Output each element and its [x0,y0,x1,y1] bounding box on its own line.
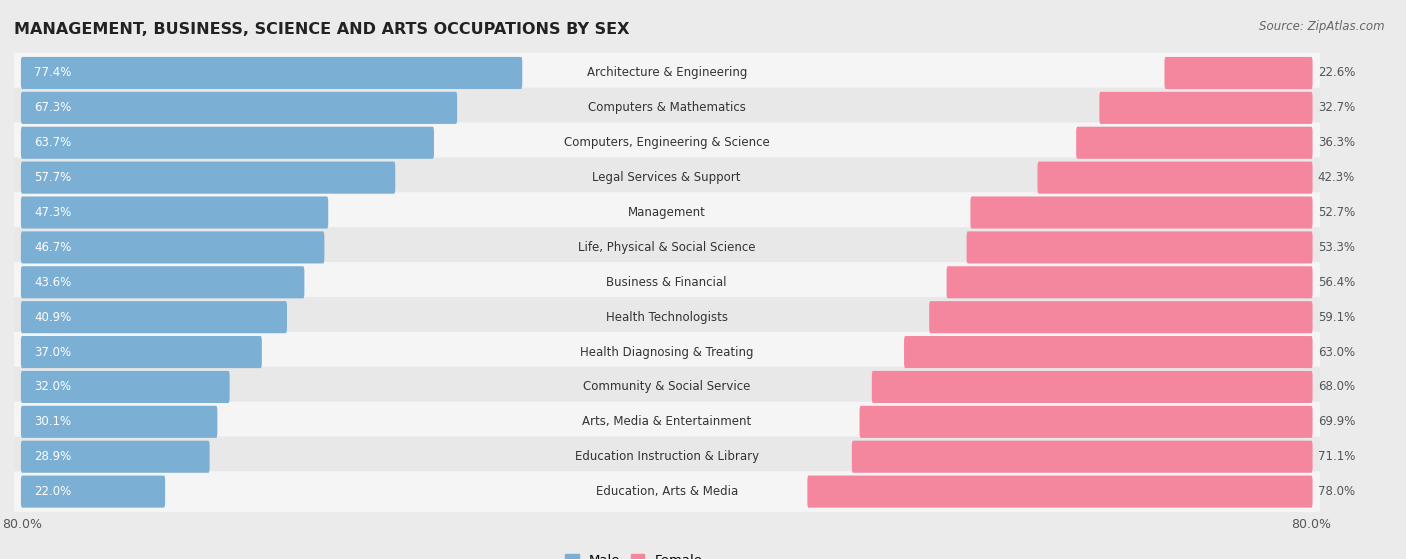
Text: Education, Arts & Media: Education, Arts & Media [596,485,738,498]
FancyBboxPatch shape [14,122,1320,163]
Text: 22.6%: 22.6% [1317,67,1355,79]
Text: 42.3%: 42.3% [1317,171,1355,184]
Text: 46.7%: 46.7% [34,241,72,254]
FancyBboxPatch shape [966,231,1313,263]
Text: 67.3%: 67.3% [34,101,72,115]
Legend: Male, Female: Male, Female [560,549,709,559]
Text: 71.1%: 71.1% [1317,450,1355,463]
FancyBboxPatch shape [1164,57,1313,89]
Text: 53.3%: 53.3% [1317,241,1355,254]
FancyBboxPatch shape [1038,162,1313,193]
Text: 43.6%: 43.6% [34,276,72,289]
Text: 30.1%: 30.1% [34,415,72,428]
FancyBboxPatch shape [21,440,209,473]
Text: 40.9%: 40.9% [34,311,72,324]
Text: Arts, Media & Entertainment: Arts, Media & Entertainment [582,415,751,428]
FancyBboxPatch shape [21,127,434,159]
FancyBboxPatch shape [929,301,1313,333]
FancyBboxPatch shape [21,266,304,299]
Text: Legal Services & Support: Legal Services & Support [592,171,741,184]
Text: Education Instruction & Library: Education Instruction & Library [575,450,759,463]
FancyBboxPatch shape [14,332,1320,372]
Text: 52.7%: 52.7% [1317,206,1355,219]
Text: 28.9%: 28.9% [34,450,72,463]
Text: 22.0%: 22.0% [34,485,72,498]
FancyBboxPatch shape [1099,92,1313,124]
FancyBboxPatch shape [21,301,287,333]
FancyBboxPatch shape [14,227,1320,268]
FancyBboxPatch shape [21,196,328,229]
FancyBboxPatch shape [21,92,457,124]
FancyBboxPatch shape [14,158,1320,198]
FancyBboxPatch shape [21,371,229,403]
FancyBboxPatch shape [859,406,1313,438]
Text: 77.4%: 77.4% [34,67,72,79]
Text: Computers & Mathematics: Computers & Mathematics [588,101,745,115]
FancyBboxPatch shape [14,297,1320,338]
Text: Architecture & Engineering: Architecture & Engineering [586,67,747,79]
Text: 68.0%: 68.0% [1317,381,1355,394]
FancyBboxPatch shape [14,367,1320,407]
FancyBboxPatch shape [14,437,1320,477]
Text: Health Diagnosing & Treating: Health Diagnosing & Treating [581,345,754,358]
Text: 47.3%: 47.3% [34,206,72,219]
Text: 57.7%: 57.7% [34,171,72,184]
Text: 63.7%: 63.7% [34,136,72,149]
Text: 69.9%: 69.9% [1317,415,1355,428]
FancyBboxPatch shape [852,440,1313,473]
FancyBboxPatch shape [21,162,395,193]
FancyBboxPatch shape [14,401,1320,442]
Text: 56.4%: 56.4% [1317,276,1355,289]
FancyBboxPatch shape [21,476,165,508]
Text: Management: Management [628,206,706,219]
Text: Source: ZipAtlas.com: Source: ZipAtlas.com [1260,20,1385,32]
Text: Life, Physical & Social Science: Life, Physical & Social Science [578,241,755,254]
Text: Health Technologists: Health Technologists [606,311,728,324]
Text: 36.3%: 36.3% [1317,136,1355,149]
FancyBboxPatch shape [872,371,1313,403]
FancyBboxPatch shape [21,231,325,263]
Text: 37.0%: 37.0% [34,345,72,358]
FancyBboxPatch shape [14,192,1320,233]
FancyBboxPatch shape [807,476,1313,508]
FancyBboxPatch shape [21,406,218,438]
FancyBboxPatch shape [14,471,1320,512]
FancyBboxPatch shape [21,57,522,89]
FancyBboxPatch shape [904,336,1313,368]
Text: 32.0%: 32.0% [34,381,72,394]
FancyBboxPatch shape [21,336,262,368]
Text: 78.0%: 78.0% [1317,485,1355,498]
Text: 59.1%: 59.1% [1317,311,1355,324]
Text: Business & Financial: Business & Financial [606,276,727,289]
FancyBboxPatch shape [970,196,1313,229]
Text: 63.0%: 63.0% [1317,345,1355,358]
Text: Computers, Engineering & Science: Computers, Engineering & Science [564,136,769,149]
FancyBboxPatch shape [14,262,1320,302]
Text: 32.7%: 32.7% [1317,101,1355,115]
Text: MANAGEMENT, BUSINESS, SCIENCE AND ARTS OCCUPATIONS BY SEX: MANAGEMENT, BUSINESS, SCIENCE AND ARTS O… [14,22,630,37]
FancyBboxPatch shape [14,53,1320,93]
FancyBboxPatch shape [946,266,1313,299]
FancyBboxPatch shape [14,88,1320,128]
FancyBboxPatch shape [1076,127,1313,159]
Text: Community & Social Service: Community & Social Service [583,381,751,394]
